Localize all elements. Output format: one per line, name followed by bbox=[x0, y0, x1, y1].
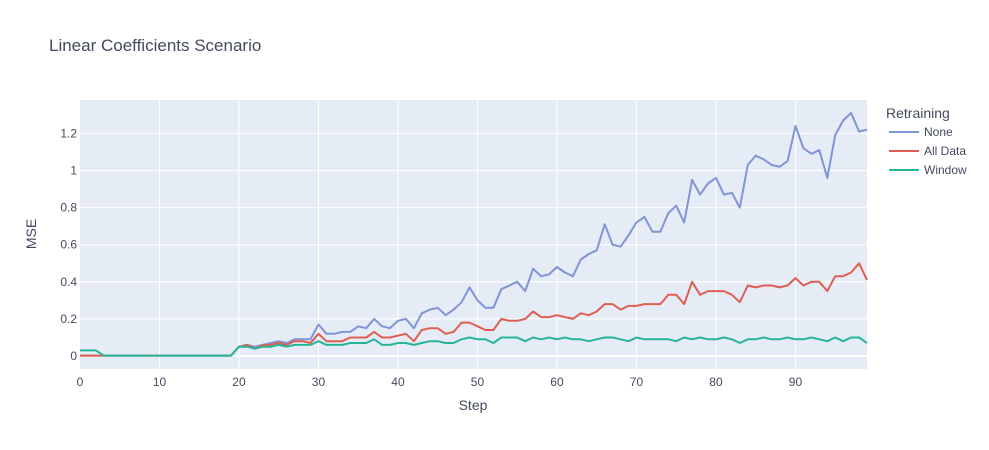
x-tick-label: 50 bbox=[471, 375, 485, 389]
legend: Retraining None All Data Window bbox=[886, 105, 967, 177]
y-tick-label: 1.2 bbox=[60, 126, 77, 140]
legend-title: Retraining bbox=[886, 105, 950, 121]
x-tick-label: 80 bbox=[709, 375, 723, 389]
legend-label: All Data bbox=[924, 144, 966, 158]
x-axis-ticks: 0 10 20 30 40 50 60 70 80 90 bbox=[77, 375, 803, 389]
y-tick-label: 0.2 bbox=[60, 312, 77, 326]
x-tick-label: 20 bbox=[232, 375, 246, 389]
legend-label: None bbox=[924, 125, 953, 139]
plot-area bbox=[80, 100, 867, 369]
chart-title: Linear Coefficients Scenario bbox=[49, 36, 261, 55]
legend-items: None All Data Window bbox=[889, 125, 967, 177]
x-tick-label: 10 bbox=[153, 375, 167, 389]
legend-label: Window bbox=[924, 163, 967, 177]
y-axis-title: MSE bbox=[23, 219, 39, 249]
x-tick-label: 0 bbox=[77, 375, 84, 389]
y-tick-label: 0 bbox=[70, 349, 77, 363]
series-line-window bbox=[80, 336, 868, 357]
x-tick-label: 60 bbox=[550, 375, 564, 389]
x-tick-label: 90 bbox=[789, 375, 803, 389]
y-tick-label: 1 bbox=[70, 163, 77, 177]
series-layer bbox=[80, 112, 868, 357]
x-tick-label: 40 bbox=[391, 375, 405, 389]
grid-lines bbox=[80, 100, 867, 369]
y-tick-label: 0.4 bbox=[60, 275, 77, 289]
x-axis-title: Step bbox=[459, 397, 488, 413]
y-axis-ticks: 0 0.2 0.4 0.6 0.8 1 1.2 bbox=[60, 126, 77, 363]
x-tick-label: 30 bbox=[312, 375, 326, 389]
y-tick-label: 0.6 bbox=[60, 238, 77, 252]
y-tick-label: 0.8 bbox=[60, 201, 77, 215]
x-tick-label: 70 bbox=[630, 375, 644, 389]
